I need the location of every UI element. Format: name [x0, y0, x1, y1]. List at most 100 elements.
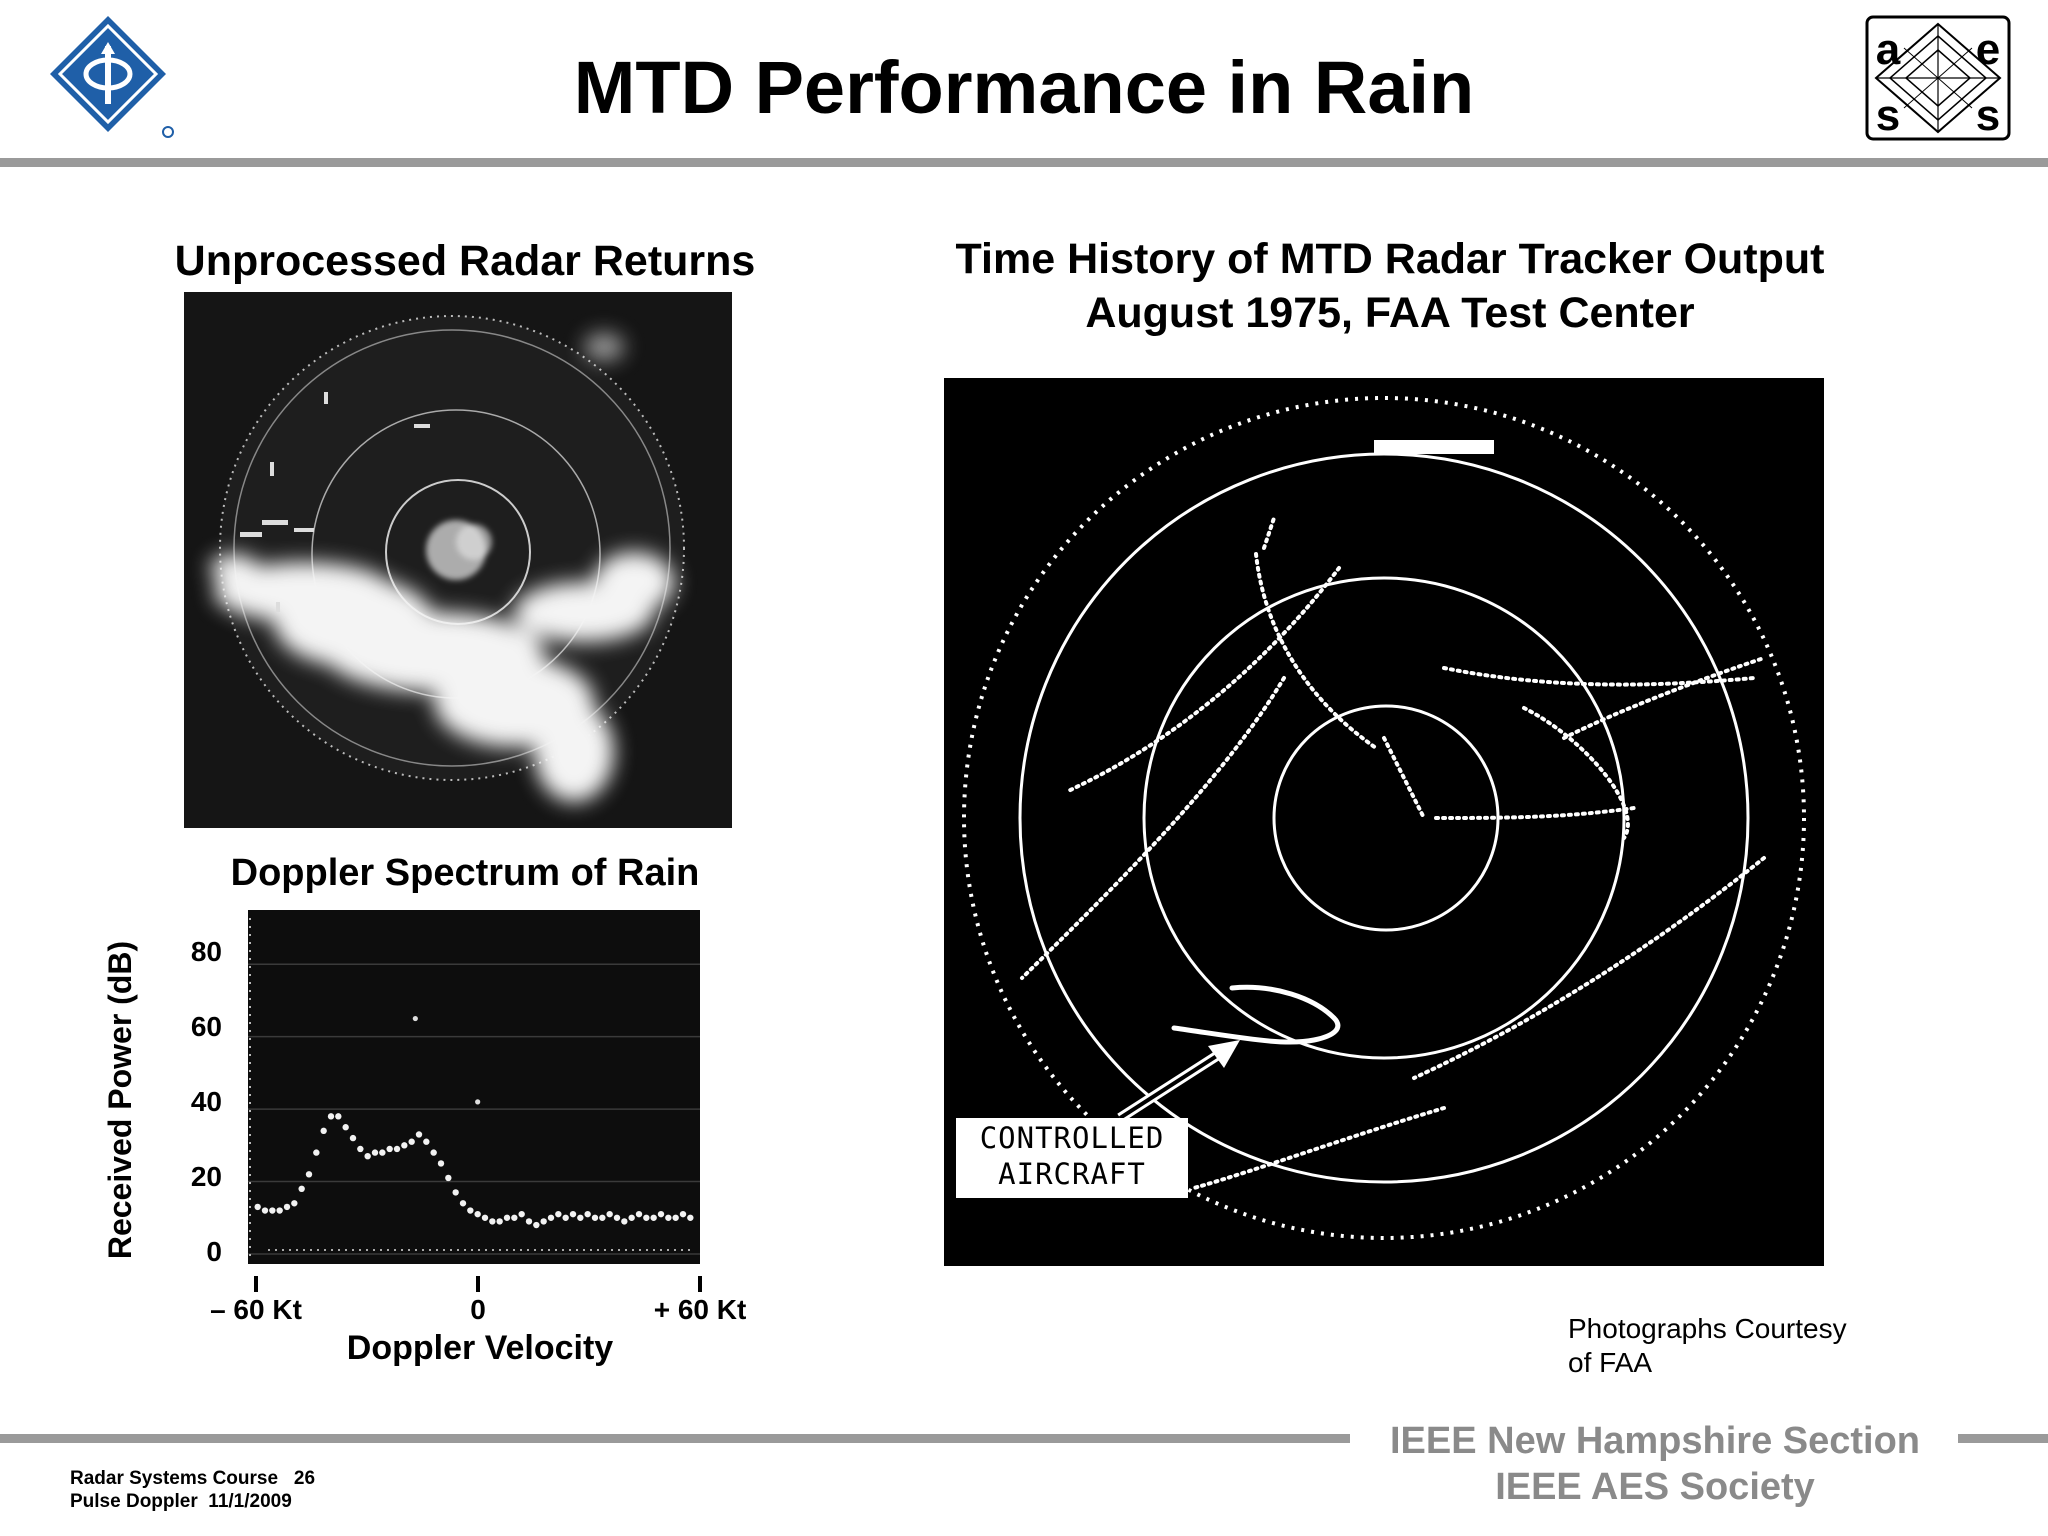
spectrum-point — [371, 1149, 379, 1156]
spectrum-point — [342, 1124, 349, 1131]
spectrum-point — [665, 1214, 672, 1221]
tracker-heading-line2: August 1975, FAA Test Center — [1085, 289, 1695, 337]
unprocessed-radar-photo — [184, 292, 732, 828]
x-tick-mark — [698, 1276, 702, 1292]
y-axis-label: Received Power (dB) — [102, 940, 138, 1260]
spectrum-point — [679, 1210, 687, 1218]
spectrum-point — [291, 1200, 298, 1207]
tracker-output-heading: Time History of MTD Radar Tracker Output… — [880, 232, 1900, 340]
spectrum-point — [628, 1214, 635, 1221]
ieee-logo — [40, 12, 180, 140]
y-tick-label: 0 — [206, 1236, 222, 1267]
spectrum-point — [687, 1214, 694, 1221]
doppler-spectrum-chart — [248, 910, 700, 1264]
spectrum-point — [254, 1203, 261, 1211]
spectrum-point — [386, 1145, 393, 1153]
doppler-spectrum-heading: Doppler Spectrum of Rain — [230, 852, 700, 894]
spectrum-point — [364, 1153, 371, 1160]
x-tick-label: – 60 Kt — [210, 1294, 302, 1325]
photo-credit: Photographs Courtesy of FAA — [1568, 1312, 1898, 1380]
y-tick-label: 40 — [190, 1086, 222, 1117]
spectrum-point — [408, 1138, 415, 1145]
callout-line1: CONTROLLED — [979, 1121, 1165, 1155]
title-rule — [0, 158, 2048, 167]
controlled-aircraft-callout: CONTROLLED AIRCRAFT — [956, 1118, 1188, 1198]
spectrum-point — [437, 1160, 445, 1167]
spectrum-point — [489, 1218, 496, 1225]
footer-rule — [1958, 1434, 2048, 1443]
spectrum-point — [313, 1149, 320, 1156]
aes-letter-a: a — [1876, 25, 1901, 74]
footer-org-line2: IEEE AES Society — [1495, 1466, 1815, 1508]
spectrum-point — [635, 1210, 643, 1218]
spectrum-point — [503, 1214, 511, 1221]
spectrum-point — [283, 1203, 291, 1211]
footer-org-line1: IEEE New Hampshire Section — [1389, 1420, 1921, 1462]
spectrum-point — [474, 1210, 481, 1218]
spectrum-point — [555, 1210, 562, 1218]
spectrum-point — [525, 1218, 533, 1225]
spectrum-point — [320, 1127, 327, 1135]
spectrum-point — [643, 1214, 650, 1221]
callout-line2: AIRCRAFT — [998, 1157, 1146, 1191]
spectrum-point — [650, 1214, 657, 1221]
spectrum-point — [335, 1113, 342, 1120]
spectrum-point — [401, 1142, 408, 1149]
spectrum-point — [452, 1189, 459, 1196]
spectrum-point — [540, 1218, 547, 1225]
footer-rule — [0, 1434, 1350, 1443]
spectrum-point — [305, 1171, 313, 1178]
spectrum-point — [261, 1207, 269, 1214]
aes-letter-e: e — [1976, 25, 2000, 74]
spectrum-point — [481, 1214, 489, 1221]
spectrum-point — [276, 1207, 283, 1214]
spectrum-point — [415, 1131, 423, 1138]
unprocessed-returns-heading: Unprocessed Radar Returns — [174, 237, 756, 285]
spectrum-point — [591, 1214, 599, 1221]
spectrum-point — [467, 1207, 474, 1214]
spectrum-point — [533, 1221, 540, 1229]
spectrum-point — [430, 1149, 437, 1156]
spectrum-point — [584, 1210, 591, 1218]
spectrum-point — [613, 1214, 621, 1221]
spectrum-point — [599, 1214, 606, 1221]
aes-letter-s1: s — [1876, 91, 1900, 140]
spectrum-point — [423, 1138, 430, 1145]
spectrum-point — [393, 1145, 401, 1153]
spectrum-point — [349, 1134, 357, 1142]
spectrum-point — [357, 1145, 364, 1153]
spectrum-point — [547, 1214, 555, 1221]
spectrum-point — [569, 1210, 577, 1218]
outlier-point — [412, 1015, 418, 1022]
spectrum-point — [511, 1214, 518, 1221]
spectrum-point — [672, 1214, 679, 1221]
x-tick-mark — [476, 1276, 480, 1292]
footer-course: Radar Systems Course 26 — [70, 1468, 316, 1489]
aes-logo: a e s s — [1864, 14, 2012, 142]
footer-course-sub: Pulse Doppler 11/1/2009 — [70, 1491, 292, 1512]
spectrum-point — [459, 1200, 467, 1207]
photo-credit-line1: Photographs Courtesy — [1568, 1313, 1847, 1344]
y-tick-label: 20 — [190, 1161, 222, 1192]
spectrum-point — [298, 1185, 305, 1192]
spectrum-point — [577, 1214, 584, 1221]
x-axis-label: Doppler Velocity — [346, 1329, 614, 1367]
tracker-heading-line1: Time History of MTD Radar Tracker Output — [955, 235, 1825, 283]
outlier-point — [475, 1099, 481, 1105]
photo-credit-line2: of FAA — [1568, 1347, 1653, 1378]
slide-title: MTD Performance in Rain — [573, 46, 1475, 129]
spectrum-point — [496, 1218, 503, 1225]
aes-letter-s2: s — [1976, 91, 2000, 140]
y-tick-label: 80 — [190, 936, 222, 967]
y-tick-label: 60 — [190, 1011, 222, 1042]
spectrum-point — [518, 1210, 525, 1218]
spectrum-point — [445, 1174, 452, 1182]
spectrum-point — [657, 1210, 665, 1218]
spectrum-point — [606, 1210, 613, 1218]
x-tick-label: 0 — [470, 1294, 486, 1325]
spectrum-point — [621, 1218, 628, 1225]
spectrum-point — [327, 1113, 335, 1120]
spectrum-point — [562, 1214, 569, 1221]
x-tick-mark — [254, 1276, 258, 1292]
spectrum-point — [379, 1149, 386, 1156]
